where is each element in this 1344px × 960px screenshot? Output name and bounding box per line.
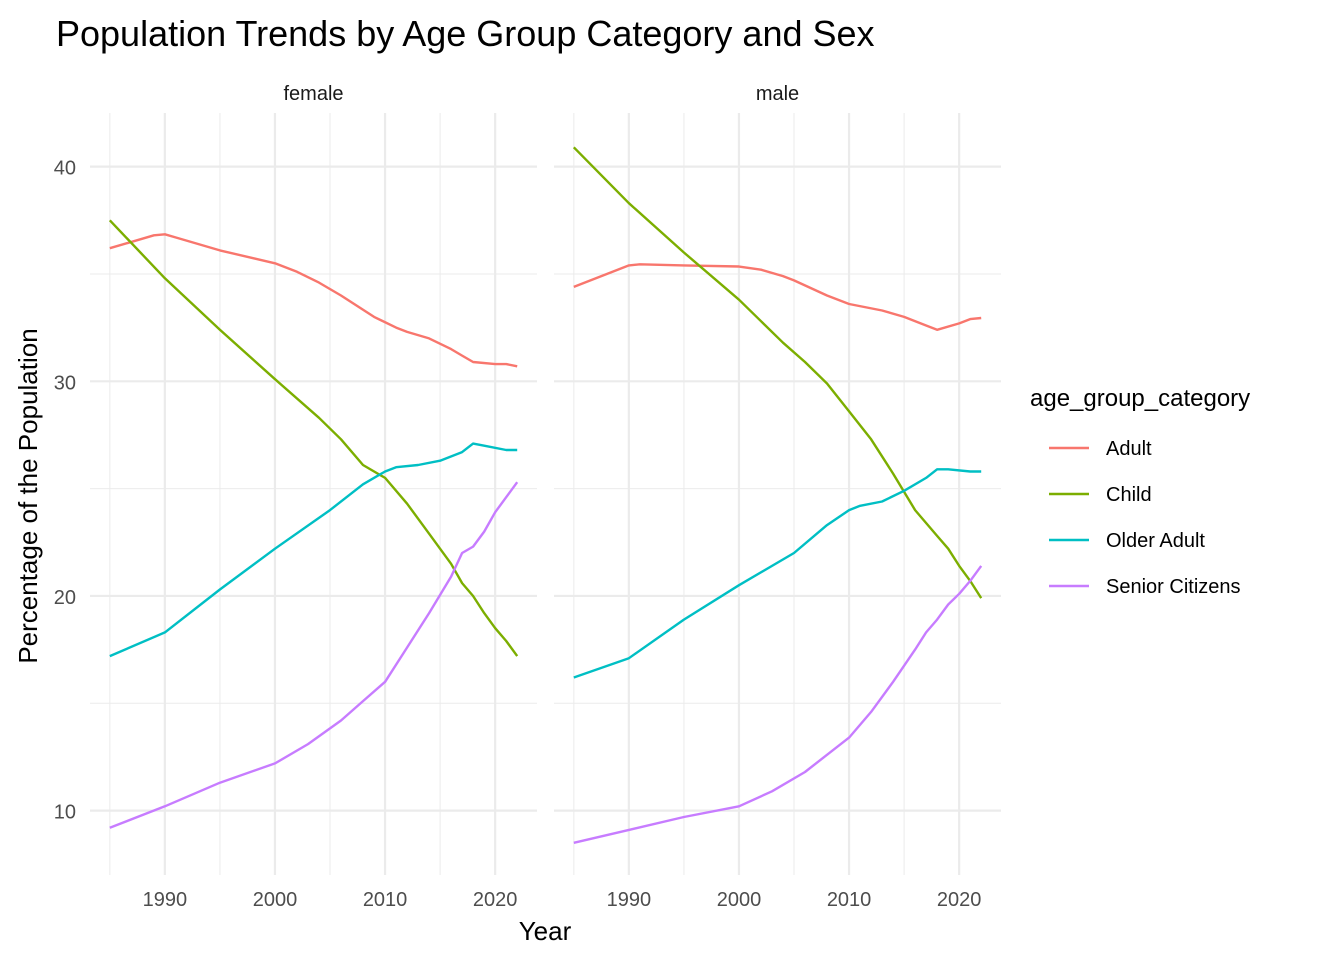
x-tick-label: 2010 [827, 889, 872, 911]
facet-panel-male: 1990 2000 2010 2020 male [554, 83, 1001, 911]
facet-panel-female: 1990 2000 2010 2020 female [90, 83, 537, 911]
y-tick-label: 30 [54, 372, 76, 394]
chart-title: Population Trends by Age Group Category … [56, 13, 875, 54]
x-axis-label: Year [519, 916, 572, 946]
legend-title: age_group_category [1030, 385, 1250, 412]
series-line-male-older-adult [573, 468, 982, 679]
y-axis-ticks: 10 20 30 40 [54, 158, 76, 824]
y-tick-label: 20 [54, 587, 76, 609]
legend-label-older-adult: Older Adult [1106, 530, 1205, 552]
x-tick-label: 2020 [937, 889, 982, 911]
legend: age_group_category Adult Child Older Adult… [1030, 385, 1250, 598]
x-tick-label: 1990 [607, 889, 652, 911]
facet-label-female: female [283, 83, 343, 105]
x-tick-label: 2000 [717, 889, 762, 911]
legend-label-child: Child [1106, 484, 1152, 506]
series-line-male-adult [573, 263, 982, 331]
x-tick-label: 2000 [253, 889, 298, 911]
x-tick-label: 2020 [473, 889, 518, 911]
series-line-male-child [572, 146, 983, 599]
x-tick-label: 2010 [363, 889, 408, 911]
series-line-male-senior-citizens [573, 565, 983, 844]
facet-label-male: male [756, 83, 799, 105]
y-axis-label: Percentage of the Population [13, 328, 43, 663]
series-line-female-senior-citizens [109, 481, 519, 829]
series-line-female-child [108, 219, 519, 657]
x-tick-label: 1990 [143, 889, 188, 911]
y-tick-label: 40 [54, 158, 76, 180]
y-tick-label: 10 [54, 802, 76, 824]
series-line-female-older-adult [109, 442, 518, 658]
series-line-female-adult [109, 233, 518, 368]
legend-label-senior-citizens: Senior Citizens [1106, 576, 1241, 598]
legend-label-adult: Adult [1106, 438, 1152, 460]
facet-panels: 1990 2000 2010 2020 female 1990 2000 2010 2020 ma… [90, 83, 1001, 911]
